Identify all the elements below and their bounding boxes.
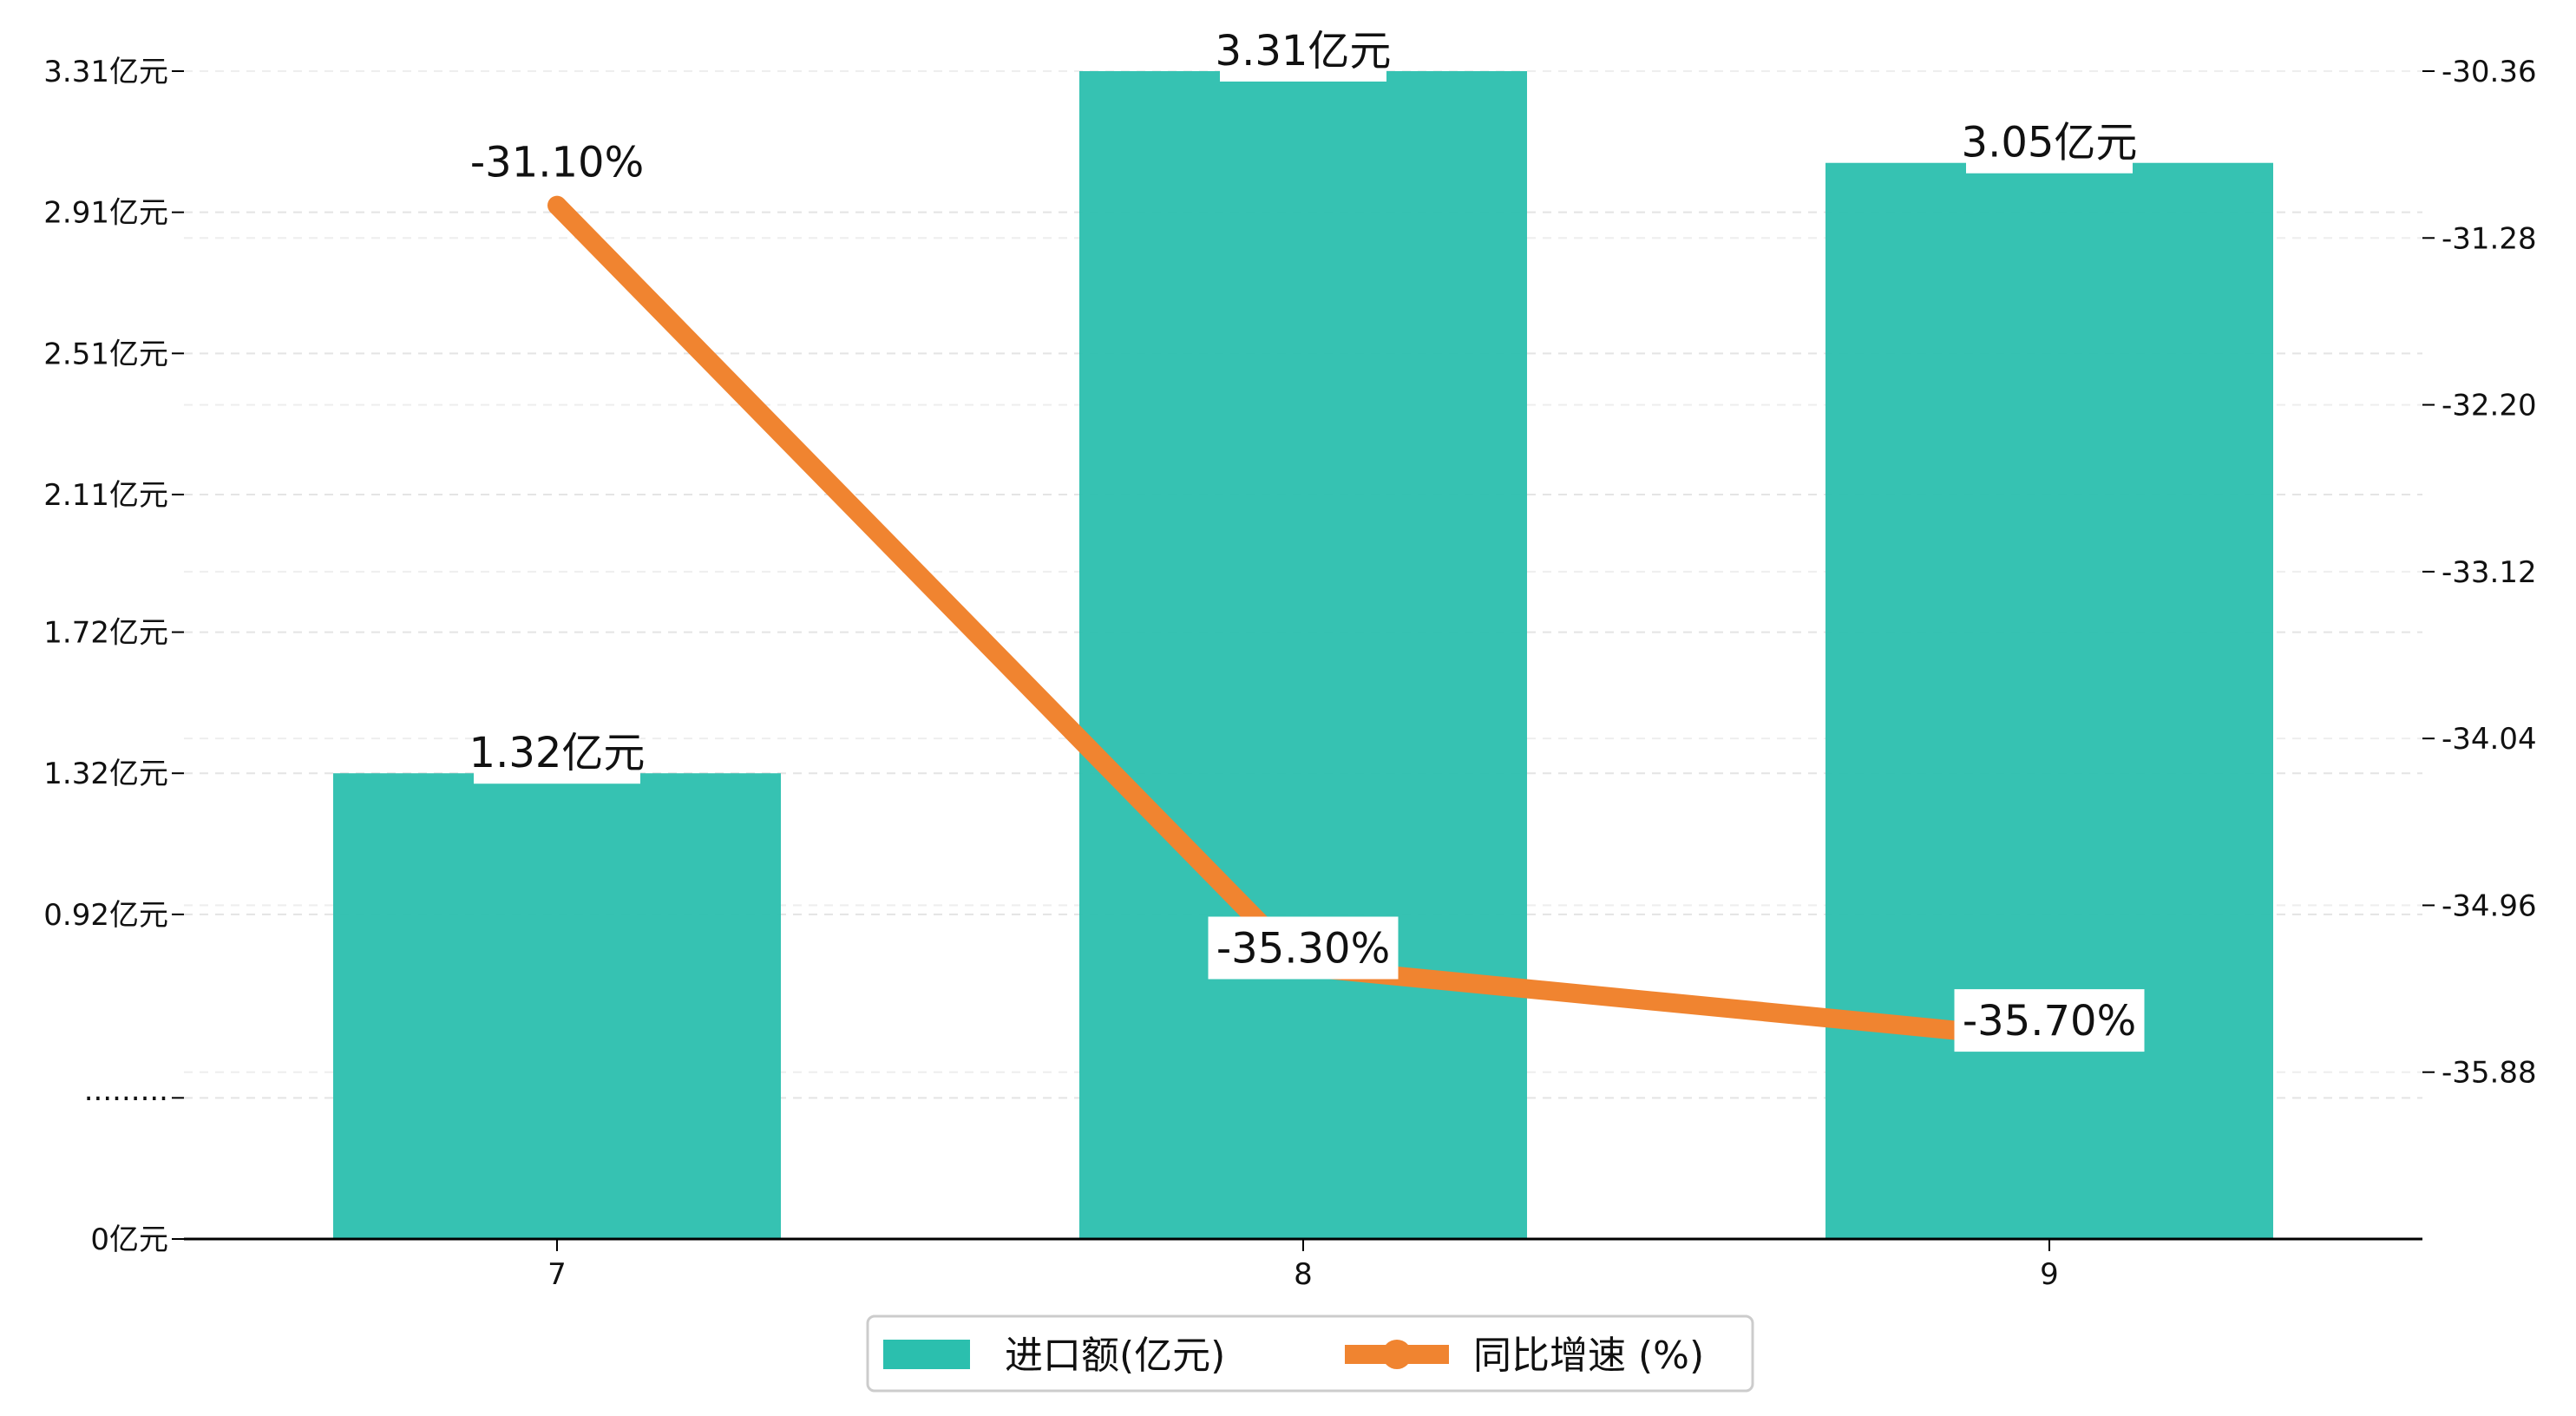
bar-series xyxy=(333,71,2273,1239)
data-labels: 1.32亿元 3.31亿元 3.05亿元 -31.10% -35.30% -35.70% xyxy=(462,19,2145,1052)
bar-value-label: 3.31亿元 xyxy=(1216,27,1392,75)
legend-bar-label: 进口额(亿元) xyxy=(1005,1334,1225,1378)
y-left-tick-label: 2.51亿元 xyxy=(43,337,168,371)
legend: 进口额(亿元) 同比增速 (%) xyxy=(866,1314,1754,1393)
line-value-label-box xyxy=(1954,989,2145,1052)
line-point xyxy=(547,195,567,215)
y-left-tick-label: 0.92亿元 xyxy=(43,898,168,933)
legend-bar-swatch xyxy=(883,1340,970,1369)
y-right-tick-label: -33.12 xyxy=(2442,555,2537,590)
right-y-axis: -35.88 -34.96 -34.04 -33.12 -32.20 -31.28 -30.… xyxy=(2422,55,2537,1091)
y-left-tick-label: 1.32亿元 xyxy=(43,757,168,791)
y-left-tick-label: 1.72亿元 xyxy=(43,616,168,651)
legend-box xyxy=(866,1314,1754,1393)
y-right-tick-label: -30.36 xyxy=(2442,55,2537,89)
line-value-label: -35.70% xyxy=(1963,997,2136,1046)
bar-value-label-box xyxy=(474,721,640,784)
y-left-tick-label: 3.31亿元 xyxy=(43,55,168,89)
x-tick-label: 9 xyxy=(2040,1257,2059,1292)
x-axis: 7 8 9 xyxy=(547,1239,2059,1292)
y-right-tick-label: -32.20 xyxy=(2442,389,2537,423)
bar-value-label: 3.05亿元 xyxy=(1962,119,2138,167)
y-right-tick-label: -31.28 xyxy=(2442,221,2537,256)
line-value-label-box xyxy=(1208,916,1399,980)
x-tick-label: 7 xyxy=(547,1257,567,1292)
y-right-tick-label: -34.96 xyxy=(2442,888,2537,923)
legend-line-label: 同比增速 (%) xyxy=(1473,1334,1704,1378)
y-left-tick-label: 2.11亿元 xyxy=(43,478,168,513)
bar xyxy=(1079,71,1527,1239)
bar-value-label-box xyxy=(1966,110,2133,174)
line-value-label: -31.10% xyxy=(470,139,644,187)
y-left-tick-label: 0亿元 xyxy=(90,1223,168,1257)
bar xyxy=(1825,162,2273,1239)
bar-value-label-box xyxy=(1220,19,1386,82)
y-right-tick-label: -34.04 xyxy=(2442,722,2537,757)
line-value-label-box xyxy=(462,130,652,193)
y-left-tick-label: ········· xyxy=(84,1081,168,1116)
bar xyxy=(333,773,781,1239)
y-right-tick-label: -35.88 xyxy=(2442,1056,2537,1091)
line-value-label: -35.30% xyxy=(1216,924,1390,973)
bar-value-label: 1.32亿元 xyxy=(469,729,646,777)
legend-line-marker xyxy=(1382,1340,1412,1369)
x-tick-label: 8 xyxy=(1294,1257,1313,1292)
y-left-tick-label: 2.91亿元 xyxy=(43,196,168,231)
left-y-axis: 0亿元 ········· 0.92亿元 1.32亿元 1.72亿元 2.11亿元 2.51… xyxy=(43,55,184,1257)
